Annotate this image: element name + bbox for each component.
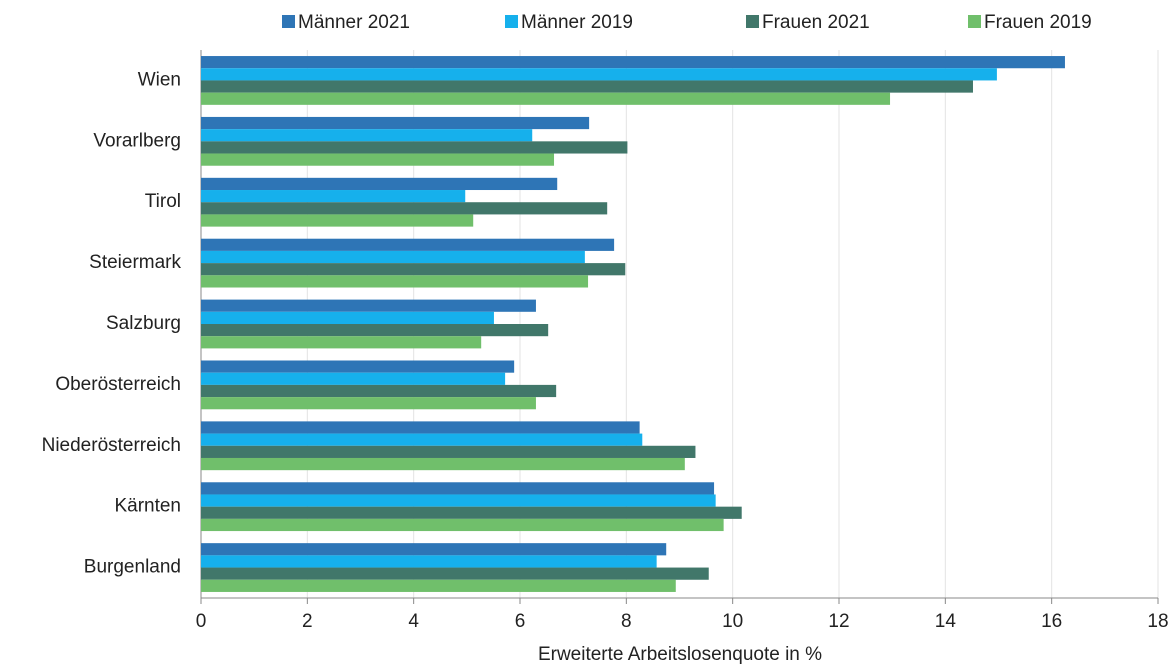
bar xyxy=(201,214,474,227)
bar xyxy=(201,445,696,458)
bar xyxy=(201,190,466,203)
bar xyxy=(201,56,1065,69)
x-tick-label: 12 xyxy=(828,611,849,632)
legend-label: Frauen 2021 xyxy=(762,12,870,33)
x-tick-label: 0 xyxy=(196,611,207,632)
y-tick-label: Tirol xyxy=(145,191,181,212)
x-tick-label: 6 xyxy=(515,611,526,632)
bar xyxy=(201,506,742,519)
y-tick-label: Steiermark xyxy=(89,252,181,273)
x-axis-title: Erweiterte Arbeitslosenquote in % xyxy=(538,644,822,665)
bar xyxy=(201,141,628,154)
bar xyxy=(201,457,685,471)
bar xyxy=(201,202,608,215)
y-tick-label: Burgenland xyxy=(84,557,181,578)
bar xyxy=(201,275,589,288)
bar xyxy=(201,177,558,191)
legend-label: Männer 2021 xyxy=(298,12,410,33)
y-tick-label: Salzburg xyxy=(106,313,181,334)
x-tick-label: 8 xyxy=(621,611,632,632)
legend-swatch xyxy=(282,15,295,28)
bar xyxy=(201,397,536,410)
y-tick-label: Vorarlberg xyxy=(93,130,181,151)
bar xyxy=(201,384,557,398)
bar xyxy=(201,116,590,130)
bar xyxy=(201,92,891,105)
bar xyxy=(201,129,533,142)
legend-swatch xyxy=(746,15,759,28)
bar xyxy=(201,80,973,93)
y-tick-label: Oberösterreich xyxy=(55,374,181,395)
bar xyxy=(201,518,724,532)
bar xyxy=(201,311,494,324)
bar xyxy=(201,68,997,81)
legend-swatch xyxy=(505,15,518,28)
bar xyxy=(201,263,626,276)
bar xyxy=(201,579,676,592)
bar xyxy=(201,250,585,264)
bar xyxy=(201,299,536,312)
bar xyxy=(201,372,506,385)
bar xyxy=(201,433,643,446)
legend-label: Männer 2019 xyxy=(521,12,633,33)
x-tick-label: 16 xyxy=(1041,611,1062,632)
x-tick-label: 18 xyxy=(1147,611,1168,632)
bar xyxy=(201,555,657,568)
x-tick-label: 2 xyxy=(302,611,313,632)
legend-label: Frauen 2019 xyxy=(984,12,1092,33)
bar xyxy=(201,482,715,495)
y-tick-label: Niederösterreich xyxy=(42,435,181,456)
y-tick-label: Kärnten xyxy=(114,496,181,517)
bar xyxy=(201,324,549,337)
bar xyxy=(201,421,640,434)
bar xyxy=(201,360,515,373)
x-tick-label: 14 xyxy=(935,611,957,632)
x-tick-label: 4 xyxy=(408,611,419,632)
bar xyxy=(201,153,555,166)
bar xyxy=(201,238,615,251)
bar xyxy=(201,567,709,580)
legend-swatch xyxy=(968,15,981,28)
y-tick-label: Wien xyxy=(138,69,181,90)
bar xyxy=(201,336,482,349)
bar xyxy=(201,494,716,507)
x-tick-label: 10 xyxy=(722,611,743,632)
bar xyxy=(201,543,667,556)
